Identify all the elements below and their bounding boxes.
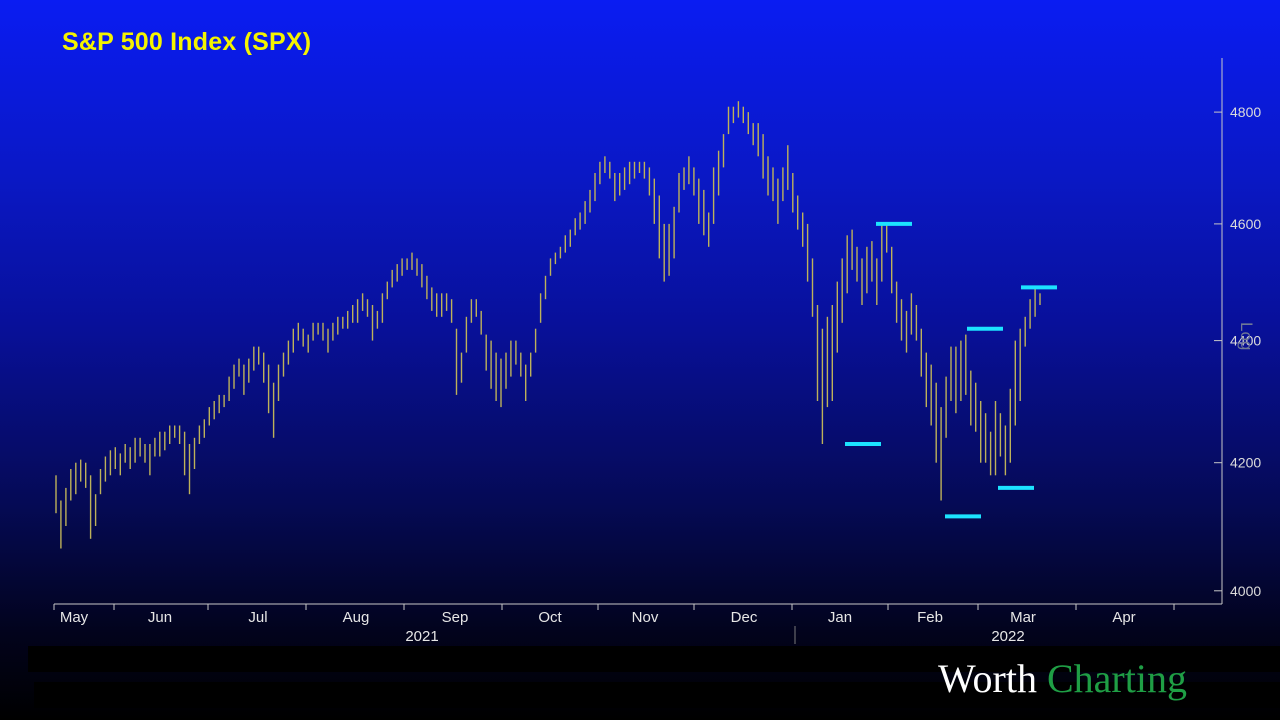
scale-label: Log xyxy=(1237,322,1256,350)
y-tick-label: 4200 xyxy=(1230,455,1261,471)
price-bars xyxy=(55,101,1041,549)
worth-charting-logo: Worth Charting xyxy=(938,655,1187,702)
level-markers xyxy=(845,221,1057,519)
y-tick-label: 4600 xyxy=(1230,216,1261,232)
footer-band-bottom xyxy=(34,682,1280,708)
x-month-label: Mar xyxy=(1010,609,1036,626)
x-month-label: Dec xyxy=(731,609,758,626)
x-month-label: Jun xyxy=(148,609,172,626)
y-tick-label: 4000 xyxy=(1230,583,1261,599)
footer-band-top xyxy=(28,646,1280,672)
x-month-label: May xyxy=(60,609,89,626)
y-ticks: 4000 4200 4400 4600 4800 xyxy=(1214,104,1261,599)
x-month-label: Sep xyxy=(442,609,469,626)
x-year-label: 2022 xyxy=(991,628,1024,645)
x-year-label: 2021 xyxy=(405,628,438,645)
y-tick-label: 4800 xyxy=(1230,104,1261,120)
x-month-label: Feb xyxy=(917,609,943,626)
logo-charting-text: Charting xyxy=(1046,656,1187,701)
chart-axes xyxy=(54,58,1223,644)
x-month-label: Oct xyxy=(538,609,562,626)
logo-worth-text: Worth xyxy=(938,656,1037,701)
x-month-label: Jan xyxy=(828,609,852,626)
x-month-label: Nov xyxy=(632,609,659,626)
x-month-label: Apr xyxy=(1112,609,1135,626)
x-ticks: May Jun Jul Aug Sep Oct Nov Dec Jan Feb Mar Apr 2021… xyxy=(53,604,1175,645)
x-month-label: Aug xyxy=(343,609,370,626)
x-month-label: Jul xyxy=(248,609,267,626)
chart-title: S&P 500 Index (SPX) xyxy=(62,28,312,56)
y-tick-label: 4400 xyxy=(1230,333,1261,349)
